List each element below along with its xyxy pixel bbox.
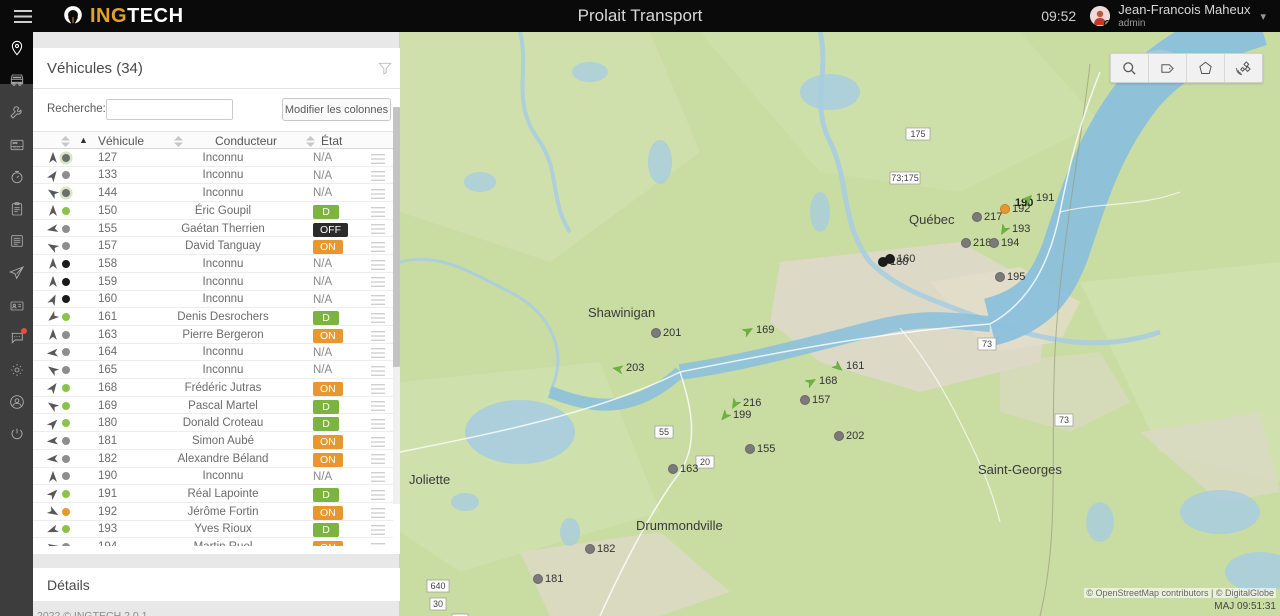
svg-text:ELD: ELD bbox=[13, 145, 20, 149]
